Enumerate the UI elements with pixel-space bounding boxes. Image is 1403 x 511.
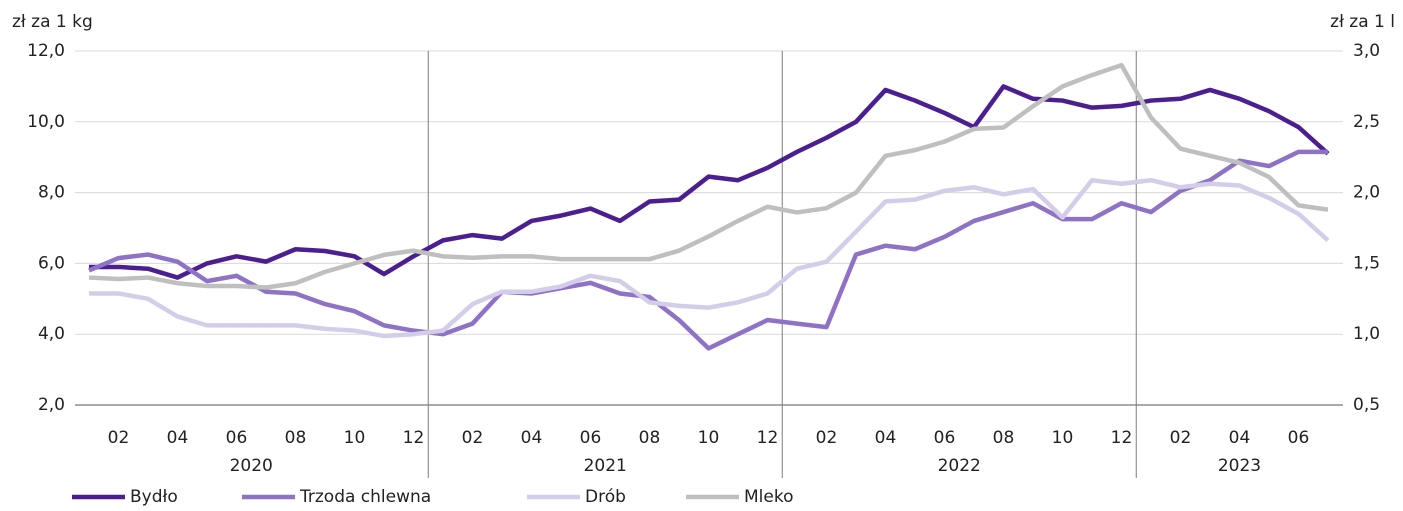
x-tick-label: 06 bbox=[580, 428, 602, 448]
legend-label: Bydło bbox=[130, 487, 178, 507]
y-tick-label: 8,0 bbox=[38, 183, 65, 203]
x-tick-label: 02 bbox=[108, 428, 130, 448]
legend-label: Trzoda chlewna bbox=[299, 487, 431, 507]
series-line bbox=[89, 84, 1330, 280]
legend-label: Mleko bbox=[744, 487, 794, 507]
year-label: 2023 bbox=[1218, 456, 1261, 476]
y2-axis-label: zł za 1 l bbox=[1330, 12, 1395, 32]
year-label: 2020 bbox=[230, 456, 273, 476]
x-tick-label: 06 bbox=[1288, 428, 1310, 448]
y-tick-label: 6,0 bbox=[38, 253, 65, 273]
x-tick-label: 12 bbox=[403, 428, 425, 448]
series-line bbox=[88, 62, 1329, 290]
x-tick-label: 10 bbox=[1052, 428, 1074, 448]
x-tick-label: 02 bbox=[816, 428, 838, 448]
x-tick-label: 08 bbox=[993, 428, 1015, 448]
y2-tick-label: 1,5 bbox=[1353, 253, 1380, 273]
x-tick-label: 08 bbox=[285, 428, 307, 448]
y2-tick-label: 1,0 bbox=[1353, 324, 1380, 344]
year-label: 2021 bbox=[584, 456, 627, 476]
y-tick-label: 2,0 bbox=[38, 395, 65, 415]
x-tick-label: 04 bbox=[1229, 428, 1251, 448]
y2-tick-label: 3,0 bbox=[1353, 41, 1380, 61]
x-tick-label: 10 bbox=[344, 428, 366, 448]
y2-tick-label: 2,5 bbox=[1353, 112, 1380, 132]
x-tick-label: 10 bbox=[698, 428, 720, 448]
year-label: 2022 bbox=[938, 456, 981, 476]
y-tick-label: 12,0 bbox=[27, 41, 65, 61]
x-tick-label: 12 bbox=[1111, 428, 1133, 448]
y-axis-label: zł za 1 kg bbox=[12, 12, 93, 32]
series-line bbox=[89, 177, 1330, 339]
x-tick-label: 02 bbox=[1170, 428, 1192, 448]
x-tick-label: 06 bbox=[934, 428, 956, 448]
y2-tick-label: 2,0 bbox=[1353, 183, 1380, 203]
legend-label: Drób bbox=[585, 487, 626, 507]
x-tick-label: 02 bbox=[462, 428, 484, 448]
x-tick-label: 04 bbox=[875, 428, 897, 448]
series-line bbox=[88, 149, 1328, 351]
x-tick-label: 06 bbox=[226, 428, 248, 448]
y2-tick-label: 0,5 bbox=[1353, 395, 1380, 415]
x-tick-label: 04 bbox=[167, 428, 189, 448]
y-tick-label: 10,0 bbox=[27, 112, 65, 132]
x-tick-label: 08 bbox=[639, 428, 661, 448]
x-tick-label: 12 bbox=[757, 428, 779, 448]
y-tick-label: 4,0 bbox=[38, 324, 65, 344]
x-tick-label: 04 bbox=[521, 428, 543, 448]
